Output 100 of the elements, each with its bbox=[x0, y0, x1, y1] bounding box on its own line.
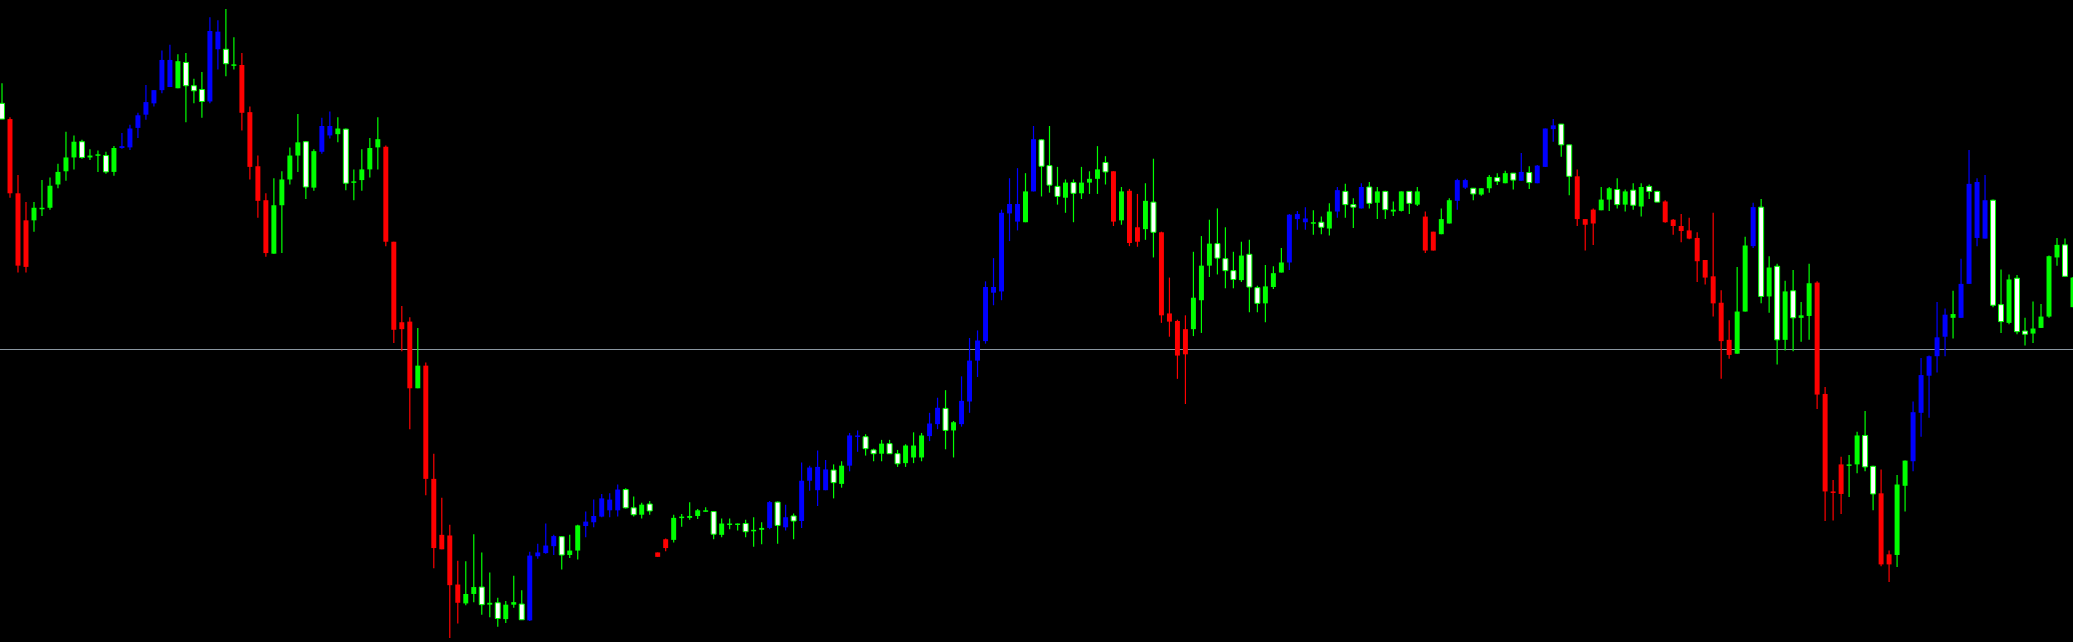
candlestick bbox=[95, 149, 101, 173]
candlestick bbox=[1446, 197, 1452, 225]
candlestick bbox=[359, 148, 365, 192]
candlestick bbox=[511, 575, 517, 609]
candlestick bbox=[119, 132, 125, 150]
candlestick bbox=[375, 116, 381, 170]
candlestick bbox=[135, 112, 141, 139]
candlestick bbox=[671, 514, 677, 543]
candlestick bbox=[71, 134, 77, 170]
candlestick bbox=[1694, 231, 1700, 283]
candlestick bbox=[1063, 178, 1068, 214]
candlestick bbox=[1294, 210, 1300, 231]
candlestick bbox=[759, 521, 765, 545]
candlestick bbox=[1087, 170, 1092, 195]
candlestick bbox=[55, 163, 61, 189]
candlestick bbox=[1518, 152, 1524, 182]
candlestick bbox=[1606, 186, 1612, 212]
candlestick bbox=[815, 449, 821, 507]
candlestick bbox=[607, 492, 613, 518]
candlestick bbox=[1926, 354, 1932, 419]
candlestick bbox=[911, 431, 917, 464]
candlestick bbox=[1262, 264, 1268, 323]
candlestick bbox=[1270, 265, 1276, 290]
candlestick bbox=[1622, 188, 1628, 213]
candlestick bbox=[1678, 213, 1684, 243]
candlestick bbox=[1950, 290, 1956, 340]
candlestick bbox=[1134, 193, 1140, 248]
candlestick bbox=[1798, 301, 1804, 343]
candlestick bbox=[903, 443, 909, 468]
candlestick bbox=[1662, 199, 1668, 224]
candlestick bbox=[823, 459, 829, 491]
candlestick bbox=[959, 375, 965, 428]
candlestick bbox=[1334, 186, 1340, 219]
candlestick bbox=[143, 84, 149, 121]
candlestick bbox=[919, 432, 925, 462]
candlestick bbox=[1015, 167, 1020, 232]
candlestick bbox=[1374, 186, 1380, 220]
candlestick bbox=[583, 510, 589, 538]
candlestick bbox=[111, 145, 117, 177]
candlestick bbox=[935, 397, 941, 430]
candlestick bbox=[1358, 182, 1364, 209]
candlestick bbox=[487, 571, 493, 618]
candlestick bbox=[991, 257, 996, 306]
candlestick bbox=[1886, 549, 1892, 583]
candlestick bbox=[463, 560, 469, 606]
candlestick bbox=[591, 499, 597, 528]
candlestick bbox=[215, 19, 221, 70]
candlestick bbox=[2062, 237, 2068, 277]
candlestick bbox=[78, 139, 85, 160]
candlestick bbox=[1454, 178, 1460, 211]
candlestick bbox=[439, 497, 445, 550]
candlestick bbox=[879, 439, 885, 462]
candlestick bbox=[719, 517, 725, 538]
candlestick bbox=[1079, 166, 1084, 200]
candlestick bbox=[1094, 145, 1100, 195]
candlestick bbox=[1302, 206, 1308, 231]
candlestick bbox=[567, 534, 573, 559]
candlestick bbox=[951, 420, 957, 459]
candlestick bbox=[1278, 247, 1284, 274]
candlestick bbox=[351, 168, 357, 201]
candlestick bbox=[1007, 177, 1012, 242]
candlestick bbox=[551, 534, 557, 556]
candlestick bbox=[927, 412, 933, 442]
candlestick bbox=[415, 327, 421, 389]
candlestick bbox=[1310, 209, 1316, 236]
candlestick bbox=[1702, 259, 1708, 286]
candlestick bbox=[1206, 219, 1212, 278]
candlestick bbox=[1582, 218, 1588, 252]
candlestick bbox=[63, 131, 69, 182]
candlestick bbox=[783, 504, 789, 532]
candlestick bbox=[1726, 319, 1732, 360]
candlestick bbox=[543, 522, 549, 555]
candlestick bbox=[231, 36, 237, 70]
candlestick bbox=[1830, 479, 1836, 521]
candlestick bbox=[1326, 202, 1332, 237]
candlestick bbox=[503, 600, 509, 624]
candlestick bbox=[1398, 190, 1404, 213]
candlestick bbox=[839, 460, 845, 489]
candlestick bbox=[855, 429, 861, 453]
candlestick bbox=[295, 113, 301, 173]
candlestick bbox=[127, 124, 133, 151]
candlestick bbox=[327, 110, 333, 140]
candlestick bbox=[1942, 307, 1948, 357]
candlestick bbox=[47, 176, 53, 211]
candlestick bbox=[615, 483, 621, 518]
candlestick bbox=[367, 137, 373, 179]
candlestick bbox=[1846, 454, 1852, 498]
candlestick bbox=[1550, 118, 1556, 143]
candlestick bbox=[1638, 182, 1644, 218]
candlestick bbox=[399, 305, 405, 352]
candlestick bbox=[1934, 301, 1940, 374]
candlestick bbox=[471, 533, 477, 603]
candlestick bbox=[287, 146, 293, 186]
candlestick bbox=[455, 560, 461, 625]
candlestick bbox=[975, 329, 981, 378]
candlestick bbox=[807, 465, 813, 492]
candlestick bbox=[1438, 207, 1444, 235]
candlestick bbox=[1166, 276, 1172, 338]
candlestick bbox=[1414, 186, 1420, 207]
candlestick bbox=[1590, 207, 1596, 246]
